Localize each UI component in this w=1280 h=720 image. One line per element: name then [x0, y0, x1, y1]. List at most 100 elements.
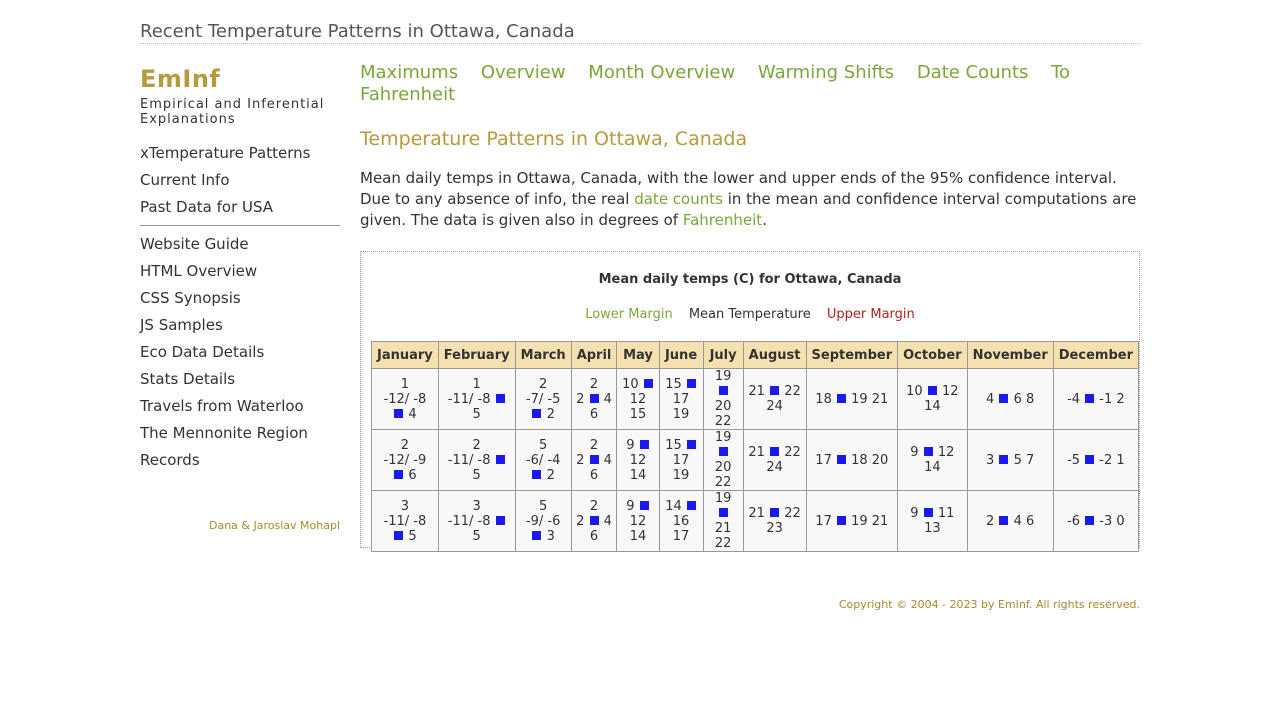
- temp-cell-line: 2: [539, 376, 548, 392]
- temp-cell-line: 13: [924, 521, 941, 536]
- temp-cell-line: 2: [520, 468, 567, 483]
- mean-marker-icon: [770, 386, 780, 395]
- temp-cell-line: 15: [664, 377, 699, 392]
- temp-cell-line: 2: [520, 407, 567, 422]
- month-header-october: October: [897, 341, 968, 369]
- date-counts-link[interactable]: date counts: [634, 190, 723, 208]
- temp-cell: -6 -3 0: [1052, 490, 1140, 552]
- temp-cell: 1 -12/ -8 4: [371, 368, 439, 430]
- mean-marker-icon: [589, 515, 599, 525]
- temp-cell-line: 20 22: [714, 460, 732, 490]
- temp-cell: 2 4 6: [966, 490, 1054, 552]
- footer-copyright: Copyright © 2004 - 2023 by EmInf. All ri…: [838, 598, 1140, 611]
- legend-upper-margin: Upper Margin: [826, 307, 915, 322]
- temp-cell-line: 5: [376, 529, 434, 544]
- nav-warming-shifts[interactable]: Warming Shifts: [757, 62, 895, 83]
- temp-cell-line: 5: [539, 437, 548, 453]
- temp-cell-line: 21 22: [748, 384, 801, 399]
- nav-overview[interactable]: Overview: [480, 62, 566, 83]
- sidebar-item-mennonite-region[interactable]: The Mennonite Region: [140, 424, 308, 442]
- temp-cell: 2 -11/ -8 5: [437, 429, 516, 491]
- intro-text-1: Mean daily temps in Ottawa, Canada, with…: [360, 169, 1117, 208]
- mean-marker-icon: [1085, 515, 1095, 525]
- mean-marker-icon: [686, 500, 696, 510]
- temp-cell-line: 17 19: [672, 391, 690, 422]
- page-title: Recent Temperature Patterns in Ottawa, C…: [140, 20, 1140, 44]
- nav-date-counts[interactable]: Date Counts: [916, 62, 1029, 83]
- temp-cell: 9 12 14: [616, 429, 660, 491]
- temp-cell-line: 19: [708, 430, 739, 460]
- temp-cell-line: 17 19 21: [815, 513, 889, 529]
- sidebar-item-records[interactable]: Records: [140, 451, 200, 469]
- temp-cell-line: 2: [589, 376, 599, 392]
- temp-cell-line: 19: [708, 369, 739, 399]
- mean-marker-icon: [495, 393, 505, 403]
- temp-cell-line: 16 17: [672, 513, 690, 544]
- temp-cell-line: 10 12: [906, 384, 959, 399]
- sidebar-item-current-info[interactable]: Current Info: [140, 171, 230, 189]
- intro-text-2: in the mean and confidence interval comp…: [360, 190, 1137, 229]
- sidebar-item-html-overview[interactable]: HTML Overview: [140, 262, 258, 280]
- temp-cell: -5 -2 1: [1052, 429, 1140, 491]
- sidebar-item-temperature-patterns[interactable]: xTemperature Patterns: [140, 144, 311, 162]
- mean-marker-icon: [923, 447, 933, 456]
- table-header-row: January February March April May June July Augu…: [371, 341, 1140, 369]
- temp-cell: 17 19 21: [805, 490, 899, 552]
- mean-marker-icon: [836, 393, 846, 403]
- temp-cell-line: 3: [472, 498, 481, 514]
- temp-cell-line: 2: [400, 437, 410, 453]
- nav-maximums[interactable]: Maximums: [360, 62, 459, 83]
- nav-month-overview[interactable]: Month Overview: [588, 62, 736, 83]
- temp-cell-line: 15: [664, 438, 699, 453]
- main-heading: Temperature Patterns in Ottawa, Canada: [360, 128, 748, 150]
- temp-cell-line: 23: [766, 521, 783, 536]
- temp-cell: 14 16 17: [658, 490, 704, 552]
- sidebar-item-stats-details[interactable]: Stats Details: [140, 370, 236, 388]
- mean-marker-icon: [718, 447, 728, 456]
- temp-cell: 5 -6/ -4 2: [514, 429, 572, 491]
- sidebar-item-css-synopsis[interactable]: CSS Synopsis: [140, 289, 241, 307]
- sidebar-item-website-guide[interactable]: Website Guide: [140, 235, 249, 253]
- mean-marker-icon: [1085, 454, 1095, 464]
- temp-cell-line: -4 -1 2: [1067, 391, 1125, 407]
- temp-cell: 3 -11/ -8 5: [371, 490, 439, 552]
- temp-cell-line: 1: [400, 376, 410, 392]
- temp-cell-line: 9 11: [910, 506, 955, 521]
- mean-marker-icon: [532, 469, 542, 479]
- sidebar-item-travels-from-waterloo[interactable]: Travels from Waterloo: [140, 397, 304, 415]
- fahrenheit-link[interactable]: Fahrenheit: [682, 211, 763, 229]
- month-header-december: December: [1052, 341, 1140, 369]
- mean-marker-icon: [686, 378, 696, 388]
- month-header-august: August: [742, 341, 807, 369]
- month-header-june: June: [658, 341, 704, 369]
- nav-to-fahrenheit[interactable]: To Fahrenheit: [360, 62, 1071, 105]
- temp-cell: 19 20 22: [702, 429, 744, 491]
- sidebar-item-past-data-usa[interactable]: Past Data for USA: [140, 198, 274, 216]
- temp-cell-line: 5: [472, 528, 481, 544]
- temp-cell-line: -6/ -4: [525, 452, 561, 468]
- site-logo[interactable]: EmInf: [140, 65, 221, 93]
- mean-marker-icon: [394, 408, 404, 418]
- temp-cell-line: 12 14: [629, 513, 647, 544]
- mean-marker-icon: [1085, 393, 1095, 403]
- temp-cell: -4 -1 2: [1052, 368, 1140, 430]
- sidebar-divider: [140, 225, 340, 226]
- temp-cell-line: -7/ -5: [525, 391, 561, 407]
- temp-cell: 21 22 23: [742, 490, 807, 552]
- mean-marker-icon: [927, 386, 937, 395]
- temp-cell-line: 2: [589, 437, 599, 453]
- temp-cell: 9 11 13: [897, 490, 968, 552]
- month-header-march: March: [514, 341, 572, 369]
- main-content: Maximums Overview Month Overview Warming…: [360, 62, 1140, 552]
- sidebar-item-js-samples[interactable]: JS Samples: [140, 316, 223, 334]
- mean-marker-icon: [923, 508, 933, 517]
- temp-cell-line: 5: [539, 498, 548, 514]
- temp-cell: 2 -7/ -5 2: [514, 368, 572, 430]
- mean-marker-icon: [999, 515, 1009, 525]
- sidebar-item-eco-data-details[interactable]: Eco Data Details: [140, 343, 265, 361]
- temp-cell-line: 9: [621, 499, 654, 514]
- temp-cell-line: 21 22: [748, 506, 801, 521]
- temp-cell-line: 12 14: [629, 452, 647, 483]
